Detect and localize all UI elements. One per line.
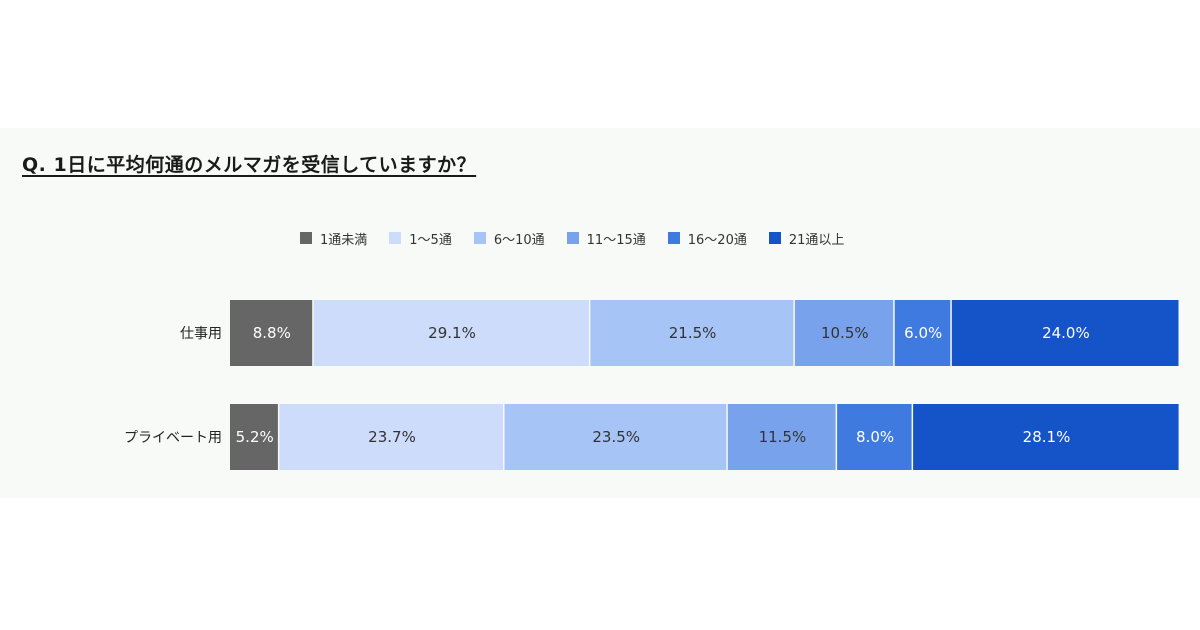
bar-segment (913, 404, 1179, 470)
bar-segment (951, 300, 1179, 366)
bar-segment (313, 300, 589, 366)
legend-label: 11～15通 (586, 232, 646, 248)
bar-segment (837, 404, 912, 470)
bar-segment (794, 300, 894, 366)
legend-label: 1～5通 (409, 232, 452, 248)
legend-item: 1～5通 (389, 229, 452, 248)
bar-segment (504, 404, 727, 470)
data-label: 29.1% (428, 324, 476, 342)
legend-swatch (300, 232, 312, 244)
legend-swatch (566, 232, 579, 244)
bar-segment (279, 404, 503, 470)
legend: 1通未満 1～5通 6～10通 11～15通 16～20通 21通以上 (300, 228, 866, 248)
bar-segment (727, 404, 836, 470)
data-label: 21.5% (669, 324, 717, 342)
bar-segment (230, 404, 278, 470)
data-label: 28.1% (1023, 428, 1071, 446)
data-label: 8.8% (253, 324, 291, 342)
category-label: 仕事用 (180, 326, 222, 342)
legend-label: 1通未満 (320, 232, 368, 248)
category-label: プライベート用 (124, 430, 222, 446)
legend-swatch (473, 232, 486, 244)
legend-item: 6～10通 (473, 229, 545, 248)
legend-label: 21通以上 (788, 232, 845, 248)
legend-item: 11～15通 (566, 229, 646, 248)
legend-item: 21通以上 (768, 229, 845, 248)
bar-segment (230, 300, 313, 366)
legend-swatch (768, 232, 781, 244)
data-label: 23.5% (592, 428, 640, 446)
legend-swatch (667, 232, 680, 244)
data-label: 8.0% (856, 428, 894, 446)
legend-item: 1通未満 (300, 229, 367, 248)
bar-segment (590, 300, 794, 366)
legend-item: 16～20通 (667, 229, 747, 248)
legend-label: 16～20通 (687, 232, 747, 248)
data-label: 6.0% (904, 324, 942, 342)
data-label: 24.0% (1042, 324, 1090, 342)
bar-segment (894, 300, 951, 366)
legend-label: 6～10通 (493, 232, 545, 248)
data-label: 11.5% (759, 428, 807, 446)
chart-title: Q. 1日に平均何通のメルマガを受信していますか？ (22, 154, 477, 176)
legend-swatch (389, 232, 402, 244)
data-label: 23.7% (368, 428, 416, 446)
data-label: 5.2% (236, 428, 274, 446)
data-label: 10.5% (821, 324, 869, 342)
